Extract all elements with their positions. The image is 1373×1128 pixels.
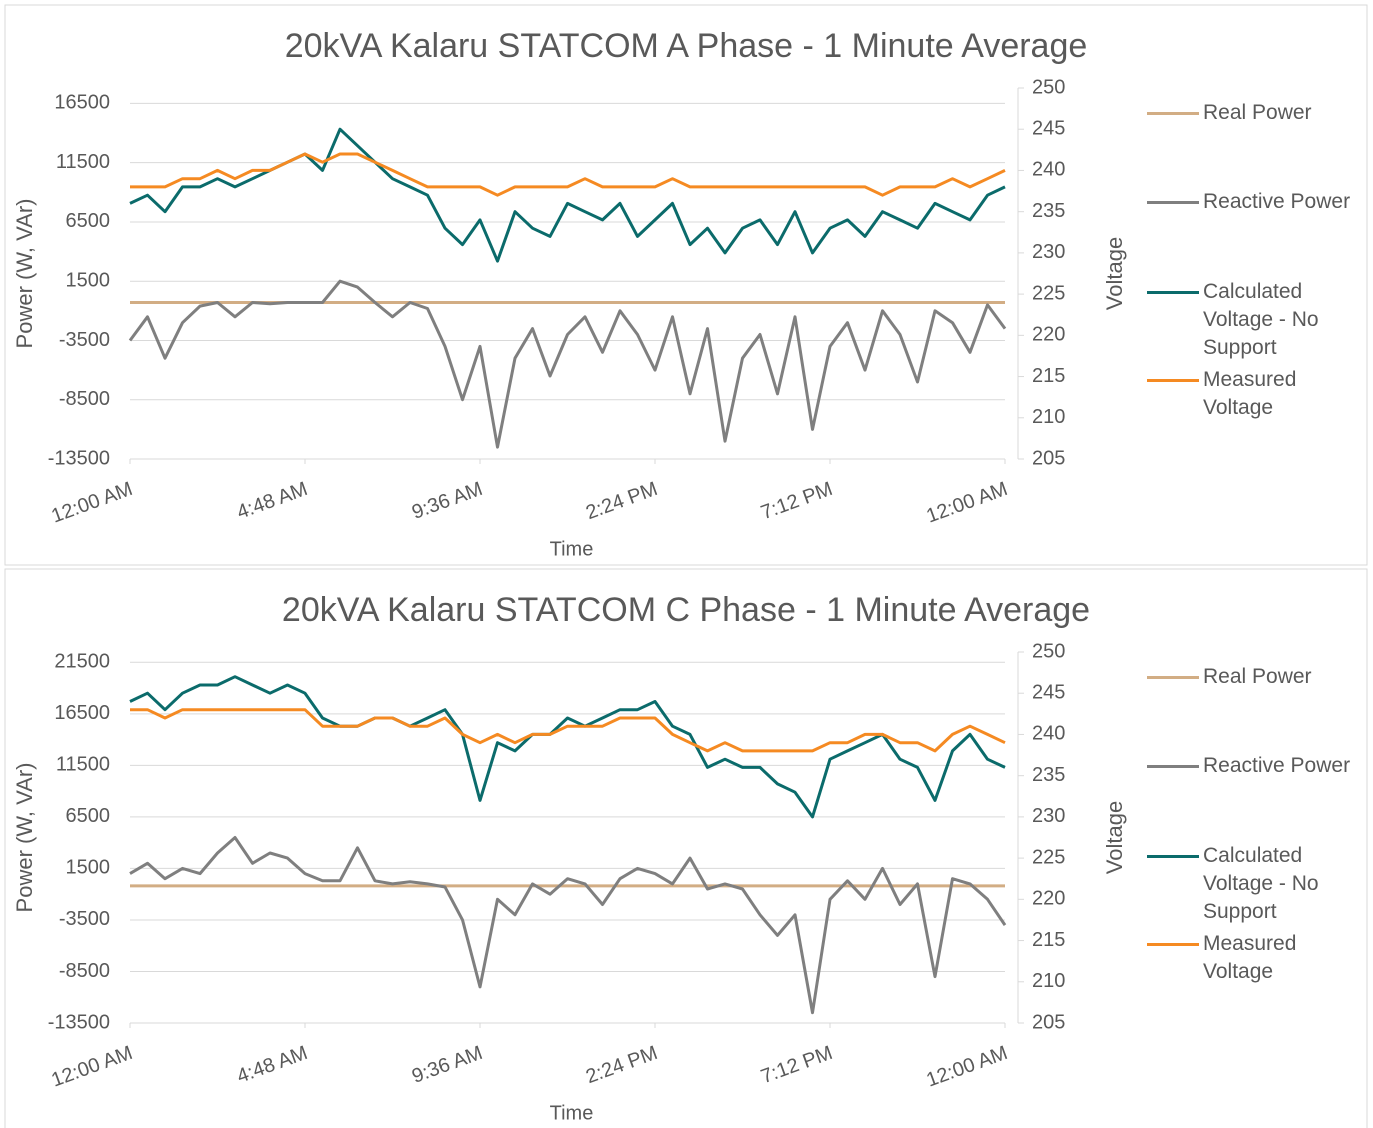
y2-tick-label: 240 (1032, 159, 1065, 181)
series-line (130, 708, 1006, 753)
legend-label: Real Power (1203, 665, 1312, 688)
y2-axis-label: Voltage (1102, 237, 1127, 310)
chart-title: 20kVA Kalaru STATCOM C Phase - 1 Minute … (282, 591, 1090, 629)
x-tick-label: 12:00 AM (49, 478, 136, 528)
legend-swatch (1147, 855, 1199, 858)
legend-swatch (1147, 765, 1199, 768)
y2-tick-label: 235 (1032, 200, 1065, 222)
y2-tick-label: 245 (1032, 118, 1065, 140)
legend-swatch (1147, 112, 1199, 115)
y2-tick-label: 215 (1032, 365, 1065, 387)
x-tick-label: 12:00 AM (924, 478, 1011, 528)
y2-tick-label: 225 (1032, 282, 1065, 304)
y2-tick-label: 215 (1032, 929, 1065, 951)
x-tick-label: 9:36 AM (409, 1042, 485, 1088)
x-tick-label: 7:12 PM (758, 1042, 836, 1088)
y2-tick-label: 250 (1032, 640, 1065, 662)
y2-tick-label: 230 (1032, 241, 1065, 263)
y-axis-label: Power (W, VAr) (12, 763, 37, 913)
chart-title: 20kVA Kalaru STATCOM A Phase - 1 Minute … (285, 27, 1088, 65)
series-line (129, 836, 1007, 1015)
y2-tick-label: 250 (1032, 76, 1065, 98)
y2-tick-label: 210 (1032, 406, 1065, 428)
x-axis-label: Time (550, 538, 594, 560)
y2-tick-label: 230 (1032, 805, 1065, 827)
legend-label: Calculated Voltage - No Support (1203, 280, 1319, 359)
y2-tick-label: 205 (1032, 1011, 1065, 1033)
x-tick-label: 12:00 AM (924, 1042, 1011, 1092)
x-tick-label: 4:48 AM (234, 1042, 310, 1088)
y-tick-label: -3500 (59, 329, 110, 351)
y2-tick-label: 205 (1032, 447, 1065, 469)
x-tick-label: 2:24 PM (583, 1042, 661, 1088)
series-line (130, 152, 1006, 197)
y-tick-label: 21500 (54, 651, 110, 673)
y2-tick-label: 240 (1032, 723, 1065, 745)
legend-swatch (1147, 201, 1199, 204)
y-tick-label: -3500 (59, 908, 110, 930)
y-tick-label: 1500 (66, 269, 111, 291)
legend-label: Measured Voltage (1203, 368, 1297, 419)
y-tick-label: 6500 (66, 805, 111, 827)
y2-tick-label: 235 (1032, 764, 1065, 786)
panel-border (4, 4, 1368, 566)
y-tick-label: -13500 (48, 1011, 110, 1033)
x-axis-label: Time (550, 1102, 594, 1124)
legend-label: Real Power (1203, 101, 1312, 124)
y-tick-label: 11500 (56, 754, 110, 776)
legend-swatch (1147, 379, 1199, 382)
x-tick-label: 7:12 PM (758, 478, 836, 524)
legend-swatch (1147, 676, 1199, 679)
legend-label: Calculated Voltage - No Support (1203, 844, 1319, 923)
series-line (129, 127, 1006, 263)
y-tick-label: -8500 (59, 388, 110, 410)
y-tick-label: 16500 (54, 702, 110, 724)
y2-tick-label: 220 (1032, 324, 1065, 346)
y2-tick-label: 210 (1032, 970, 1065, 992)
series-line (128, 279, 1007, 449)
legend-swatch (1147, 291, 1199, 294)
y-tick-label: 16500 (54, 92, 110, 114)
y-axis-label: Power (W, VAr) (12, 199, 37, 349)
y2-axis-label: Voltage (1102, 801, 1127, 874)
legend-swatch (1147, 943, 1199, 946)
series-line (129, 675, 1006, 819)
y2-tick-label: 225 (1032, 846, 1065, 868)
legend-label: Reactive Power (1203, 754, 1351, 777)
y-tick-label: 1500 (66, 857, 111, 879)
x-tick-label: 4:48 AM (234, 478, 310, 524)
y-tick-label: -13500 (48, 447, 110, 469)
y2-tick-label: 245 (1032, 682, 1065, 704)
y-tick-label: 11500 (56, 151, 110, 173)
x-tick-label: 12:00 AM (49, 1042, 136, 1092)
panel-border (4, 568, 1368, 1128)
x-tick-label: 9:36 AM (409, 478, 485, 524)
y2-tick-label: 220 (1032, 888, 1065, 910)
x-tick-label: 2:24 PM (583, 478, 661, 524)
y-tick-label: -8500 (59, 960, 110, 982)
legend-label: Reactive Power (1203, 190, 1351, 213)
y-tick-label: 6500 (66, 210, 111, 232)
legend-label: Measured Voltage (1203, 932, 1297, 983)
